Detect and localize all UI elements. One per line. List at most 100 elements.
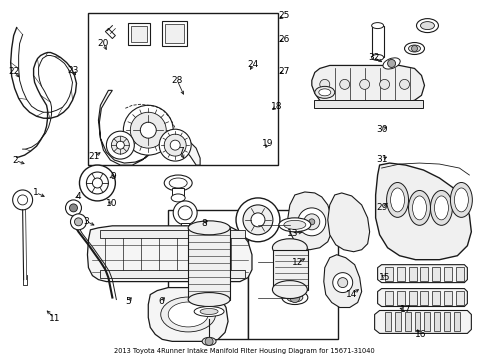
Bar (394, 312, 400, 332)
Bar (453, 312, 459, 332)
Ellipse shape (407, 190, 429, 225)
Circle shape (13, 190, 33, 210)
Bar (444, 312, 449, 332)
Bar (444, 267, 451, 280)
Text: 11: 11 (48, 314, 60, 323)
Ellipse shape (429, 190, 451, 225)
Bar (165, 24, 184, 42)
Bar (100, 230, 244, 238)
Circle shape (379, 80, 389, 89)
Ellipse shape (161, 297, 215, 332)
Ellipse shape (404, 42, 424, 54)
Ellipse shape (433, 196, 447, 220)
Ellipse shape (386, 183, 407, 217)
Circle shape (130, 112, 166, 148)
Bar (88, 13, 277, 165)
Bar (100, 270, 244, 278)
Ellipse shape (407, 45, 420, 52)
Bar (162, 21, 187, 45)
Circle shape (159, 129, 191, 161)
Ellipse shape (278, 218, 310, 232)
Ellipse shape (286, 293, 302, 302)
Bar (455, 267, 464, 280)
Text: 26: 26 (278, 35, 289, 44)
Ellipse shape (416, 19, 438, 32)
Circle shape (164, 134, 186, 156)
Ellipse shape (382, 58, 399, 69)
Polygon shape (377, 265, 467, 283)
Text: 12: 12 (291, 258, 302, 267)
Bar (396, 267, 404, 280)
Text: 31: 31 (375, 155, 387, 164)
Circle shape (359, 80, 369, 89)
Ellipse shape (194, 306, 224, 316)
Text: 7: 7 (178, 147, 183, 156)
Bar (384, 312, 390, 332)
Circle shape (65, 200, 81, 216)
Circle shape (303, 214, 319, 230)
Polygon shape (377, 289, 467, 306)
Circle shape (178, 206, 192, 220)
Ellipse shape (449, 183, 471, 217)
Bar (313, 100, 423, 108)
Ellipse shape (453, 188, 468, 212)
Bar (407, 267, 416, 280)
Circle shape (319, 80, 329, 89)
Circle shape (173, 201, 197, 225)
Text: 4: 4 (76, 192, 81, 201)
Bar (404, 312, 410, 332)
Circle shape (111, 136, 129, 154)
Polygon shape (323, 255, 361, 307)
Text: 16: 16 (414, 330, 426, 339)
Ellipse shape (171, 194, 185, 202)
Ellipse shape (169, 178, 187, 188)
Ellipse shape (188, 221, 229, 235)
Circle shape (179, 226, 191, 238)
Circle shape (106, 131, 134, 159)
Circle shape (18, 195, 27, 205)
Text: 22: 22 (9, 67, 20, 76)
Ellipse shape (272, 239, 306, 257)
Bar (431, 291, 440, 305)
Circle shape (86, 172, 108, 194)
Ellipse shape (314, 86, 334, 98)
Ellipse shape (281, 291, 307, 305)
Text: 2: 2 (13, 156, 18, 165)
Ellipse shape (168, 302, 208, 327)
Polygon shape (311, 66, 424, 103)
Circle shape (308, 219, 314, 225)
Text: 17: 17 (399, 305, 410, 314)
Text: 21: 21 (88, 152, 100, 161)
Circle shape (399, 80, 408, 89)
Text: 18: 18 (270, 102, 282, 111)
Ellipse shape (412, 196, 426, 220)
Ellipse shape (283, 256, 306, 268)
Circle shape (289, 293, 299, 302)
Bar (131, 26, 147, 41)
Bar (384, 267, 392, 280)
Text: 10: 10 (106, 199, 118, 208)
Ellipse shape (318, 89, 330, 96)
Polygon shape (374, 310, 470, 333)
Bar (407, 291, 416, 305)
Circle shape (92, 178, 102, 188)
Text: 25: 25 (278, 11, 289, 20)
Circle shape (297, 208, 325, 236)
Bar (431, 267, 440, 280)
Text: 2013 Toyota 4Runner Intake Manifold Filter Housing Diagram for 15671-31040: 2013 Toyota 4Runner Intake Manifold Filt… (114, 348, 374, 354)
Polygon shape (287, 192, 331, 250)
Text: 23: 23 (67, 66, 79, 75)
Circle shape (236, 198, 279, 242)
Text: 1: 1 (33, 188, 39, 197)
Text: 3: 3 (83, 217, 89, 226)
Text: 32: 32 (367, 53, 379, 62)
Bar (371, 26, 383, 58)
Polygon shape (327, 193, 369, 252)
Polygon shape (375, 163, 470, 260)
Circle shape (411, 45, 417, 51)
Text: 27: 27 (278, 67, 289, 76)
Ellipse shape (284, 220, 305, 229)
Circle shape (339, 80, 349, 89)
Bar (168, 210, 247, 339)
Circle shape (70, 214, 86, 230)
